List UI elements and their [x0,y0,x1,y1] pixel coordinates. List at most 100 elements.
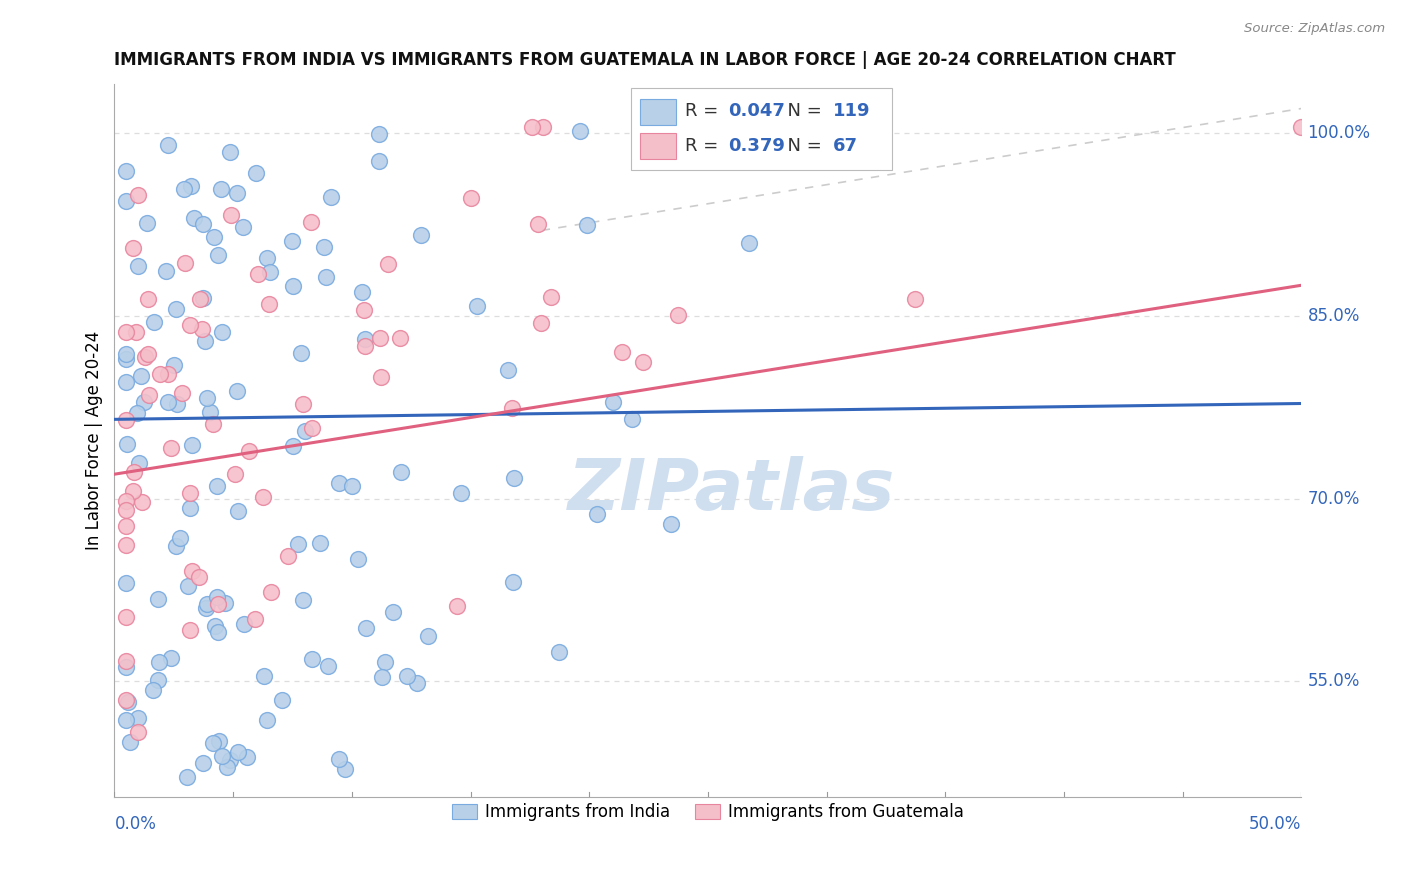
Point [352,285,374,300]
Text: N =: N = [776,137,827,155]
Point [179,318,201,332]
Point [301,652,323,666]
Point [115,502,138,516]
Point [207,624,229,639]
Point [141,682,163,697]
Point [174,256,197,270]
Point [416,628,439,642]
Point [219,208,242,222]
Point [226,186,249,201]
Point [180,178,202,193]
Point [340,479,363,493]
Point [194,600,217,615]
Point [115,325,138,339]
Point [576,218,599,232]
Point [165,540,187,554]
Point [218,145,240,159]
Point [270,693,292,707]
Point [292,592,315,607]
Point [328,476,350,491]
Point [176,770,198,784]
Point [209,182,232,196]
Point [328,752,350,766]
Point [195,391,218,405]
Point [314,240,336,254]
Point [450,485,472,500]
Point [540,290,562,304]
Point [904,292,927,306]
Point [232,220,254,235]
Point [115,659,138,673]
Point [115,714,138,728]
Point [224,467,246,482]
Point [115,347,138,361]
Point [252,490,274,504]
Point [520,120,543,134]
Point [353,302,375,317]
Point [291,397,314,411]
Point [396,669,419,683]
Point [333,762,356,776]
Text: 119: 119 [832,102,870,120]
Point [146,673,169,687]
Point [127,259,149,273]
Point [155,264,177,278]
Point [193,756,215,771]
Point [149,367,172,381]
Point [181,565,204,579]
Point [193,291,215,305]
Point [661,517,683,532]
Point [245,166,267,180]
Point [157,137,180,152]
Text: 0.379: 0.379 [728,137,785,155]
Point [256,251,278,265]
Point [195,597,218,611]
Point [259,265,281,279]
Point [191,322,214,336]
Point [129,369,152,384]
Point [205,479,228,493]
Point [294,424,316,438]
Text: 100.0%: 100.0% [1308,124,1371,142]
Point [177,578,200,592]
Point [183,211,205,225]
Point [191,217,214,231]
Point [121,484,143,499]
Point [460,191,482,205]
Point [146,592,169,607]
Point [353,332,375,346]
Point [194,334,217,348]
Point [127,187,149,202]
Point [409,227,432,242]
Point [405,675,427,690]
Point [389,331,412,345]
Point [319,190,342,204]
Point [115,610,138,624]
Point [121,241,143,255]
FancyBboxPatch shape [640,99,676,125]
Point [370,331,392,345]
Y-axis label: In Labor Force | Age 20-24: In Labor Force | Age 20-24 [86,331,103,550]
Text: R =: R = [685,102,724,120]
Text: 50.0%: 50.0% [1249,815,1302,833]
Point [115,164,138,178]
Point [281,235,304,249]
Point [202,736,225,750]
Point [128,456,150,470]
Text: N =: N = [776,102,827,120]
Point [301,421,323,435]
Point [125,325,148,339]
Point [226,384,249,399]
Point [148,655,170,669]
Point [219,753,242,767]
Point [238,444,260,458]
Point [346,552,368,566]
Point [173,182,195,196]
Point [169,531,191,545]
Point [759,120,782,134]
Point [496,363,519,377]
Point [117,695,139,709]
Point [215,759,238,773]
Point [214,596,236,610]
Point [620,412,643,426]
